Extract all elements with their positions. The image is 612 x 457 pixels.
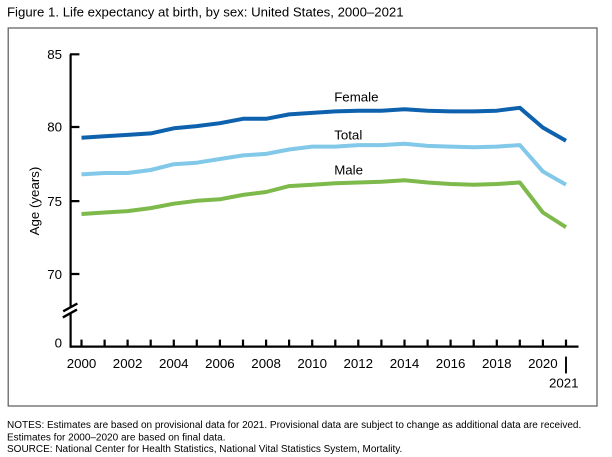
svg-text:80: 80 (47, 120, 62, 135)
svg-text:2002: 2002 (113, 356, 143, 371)
svg-text:SOURCE: National Center for He: SOURCE: National Center for Health Stati… (7, 444, 402, 455)
svg-text:Male: Male (334, 162, 363, 177)
svg-text:75: 75 (47, 194, 62, 209)
svg-text:2016: 2016 (436, 356, 466, 371)
svg-text:85: 85 (47, 47, 62, 62)
svg-text:2014: 2014 (390, 356, 420, 371)
svg-text:2004: 2004 (159, 356, 189, 371)
svg-text:2021: 2021 (549, 375, 579, 390)
svg-text:Estimates for 2000–2020 are ba: Estimates for 2000–2020 are based on fin… (7, 433, 225, 444)
svg-text:NOTES: Estimates are based on: NOTES: Estimates are based on provisiona… (7, 420, 581, 431)
svg-text:2006: 2006 (205, 356, 235, 371)
svg-text:2012: 2012 (344, 356, 374, 371)
svg-text:2018: 2018 (482, 356, 512, 371)
svg-text:Age (years): Age (years) (27, 167, 42, 236)
svg-text:Total: Total (334, 128, 362, 143)
svg-text:2010: 2010 (297, 356, 327, 371)
svg-text:2008: 2008 (251, 356, 281, 371)
svg-text:70: 70 (47, 267, 62, 282)
svg-text:2020: 2020 (528, 356, 558, 371)
svg-text:2000: 2000 (67, 356, 97, 371)
svg-text:Figure 1. Life expectancy at b: Figure 1. Life expectancy at birth, by s… (7, 5, 404, 20)
svg-text:Female: Female (334, 90, 378, 105)
svg-text:0: 0 (55, 335, 62, 350)
